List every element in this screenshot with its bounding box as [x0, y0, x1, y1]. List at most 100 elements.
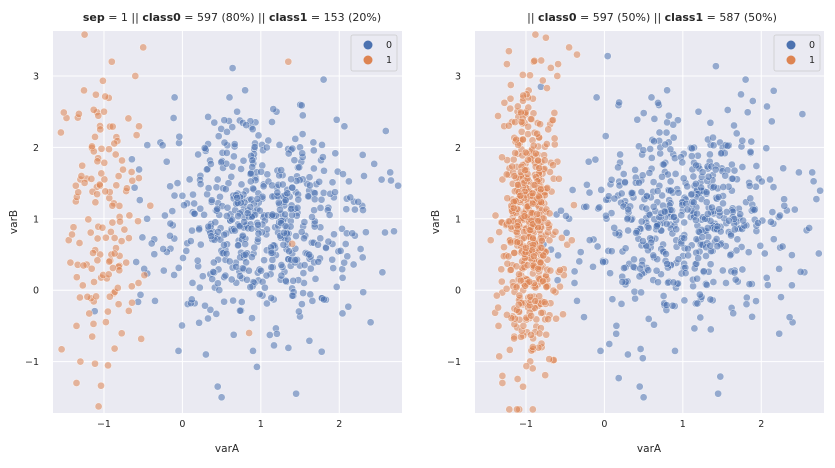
scatter-point-class0	[663, 86, 671, 95]
scatter-point-class1	[519, 321, 528, 330]
scatter-point-class0	[769, 235, 778, 244]
scatter-point-class0	[354, 198, 363, 206]
scatter-point-class0	[654, 278, 662, 287]
scatter-point-class0	[637, 288, 645, 297]
scatter-point-class1	[528, 199, 537, 208]
scatter-point-class0	[562, 228, 571, 237]
scatter-point-class1	[486, 236, 495, 245]
scatter-point-class0	[812, 195, 821, 203]
y-tick-label: 3	[455, 71, 461, 82]
scatter-point-class0	[712, 62, 720, 71]
scatter-point-class0	[217, 158, 226, 167]
scatter-point-class0	[358, 151, 367, 159]
scatter-point-class0	[276, 205, 284, 214]
scatter-point-class0	[241, 240, 250, 248]
scatter-point-class0	[196, 204, 205, 213]
scatter-point-class0	[690, 324, 699, 333]
scatter-point-class0	[727, 231, 735, 240]
scatter-point-class0	[654, 99, 662, 107]
scatter-point-class0	[370, 160, 379, 168]
scatter-point-class1	[536, 120, 544, 129]
scatter-point-class0	[204, 222, 213, 231]
scatter-point-class1	[531, 30, 540, 39]
scatter-point-class0	[738, 163, 747, 171]
title-part: class0	[142, 11, 181, 24]
scatter-point-class0	[331, 188, 339, 197]
scatter-point-class0	[198, 272, 207, 281]
x-tick-label: 0	[179, 419, 185, 430]
scatter-point-class1	[494, 303, 502, 312]
scatter-point-class0	[662, 220, 671, 228]
scatter-point-class0	[381, 228, 389, 237]
tick-labels: −1 0 1 2 −1 0 1 2 3	[447, 71, 764, 430]
scatter-point-class0	[711, 165, 720, 174]
scatter-point-class0	[671, 347, 679, 355]
scatter-point-class0	[175, 132, 184, 141]
scatter-point-class0	[128, 155, 136, 164]
scatter-point-class0	[328, 178, 337, 187]
scatter-point-class1	[529, 252, 538, 261]
scatter-point-class0	[288, 183, 297, 192]
scatter-point-class0	[696, 290, 704, 299]
scatter-point-class0	[204, 314, 212, 323]
scatter-point-class0	[582, 202, 591, 211]
scatter-point-class1	[516, 191, 525, 200]
scatter-point-class0	[338, 273, 347, 282]
scatter-point-class0	[754, 219, 762, 227]
scatter-point-class1	[104, 270, 113, 279]
y-tick-label: 1	[33, 214, 39, 225]
scatter-point-class0	[166, 231, 174, 240]
chart-title: || class0 = 597 (50%) || class1 = 587 (5…	[527, 11, 777, 24]
scatter-point-class0	[259, 182, 268, 191]
scatter-point-class0	[775, 329, 784, 338]
scatter-point-class0	[808, 168, 817, 177]
scatter-point-class0	[747, 137, 756, 146]
scatter-point-class1	[96, 125, 105, 134]
scatter-point-class0	[234, 212, 242, 221]
scatter-point-class1	[511, 149, 519, 157]
scatter-point-class0	[275, 141, 284, 149]
scatter-point-class1	[552, 314, 560, 323]
scatter-point-class0	[714, 193, 723, 201]
scatter-point-class1	[541, 371, 550, 380]
scatter-point-class0	[650, 115, 659, 123]
scatter-point-class0	[203, 165, 211, 174]
scatter-point-class1	[112, 181, 121, 190]
scatter-point-class1	[503, 311, 511, 319]
scatter-point-class1	[515, 291, 524, 300]
scatter-point-class0	[624, 226, 632, 235]
scatter-point-class0	[680, 234, 688, 243]
scatter-point-class0	[601, 132, 610, 140]
scatter-point-class1	[503, 60, 511, 68]
scatter-point-class1	[102, 233, 110, 242]
scatter-point-class0	[780, 201, 789, 210]
scatter-point-class1	[498, 175, 507, 184]
scatter-point-class1	[78, 161, 87, 170]
scatter-point-class1	[504, 217, 513, 226]
scatter-point-class0	[248, 163, 257, 171]
scatter-point-class0	[390, 227, 398, 236]
scatter-point-class0	[706, 150, 714, 159]
scatter-point-class0	[268, 118, 276, 126]
scatter-point-class0	[180, 201, 188, 210]
scatter-point-class1	[522, 362, 531, 370]
scatter-point-class0	[639, 237, 647, 245]
scatter-point-class1	[537, 185, 545, 194]
scatter-point-class0	[702, 188, 711, 197]
scatter-point-class0	[230, 152, 238, 161]
scatter-point-class0	[338, 224, 346, 233]
scatter-point-class0	[220, 241, 228, 249]
scatter-point-class0	[617, 189, 626, 198]
scatter-point-class0	[762, 273, 771, 282]
scatter-point-class0	[696, 313, 705, 322]
scatter-point-class1	[513, 405, 521, 414]
scatter-point-class0	[217, 393, 226, 402]
scatter-point-class0	[568, 186, 577, 194]
scatter-point-class1	[491, 211, 500, 220]
scatter-point-class1	[512, 135, 521, 144]
scatter-point-class0	[617, 300, 626, 308]
scatter-point-class1	[72, 273, 81, 282]
scatter-point-class0	[190, 199, 199, 208]
scatter-point-class0	[780, 195, 788, 204]
scatter-point-class1	[543, 184, 552, 192]
